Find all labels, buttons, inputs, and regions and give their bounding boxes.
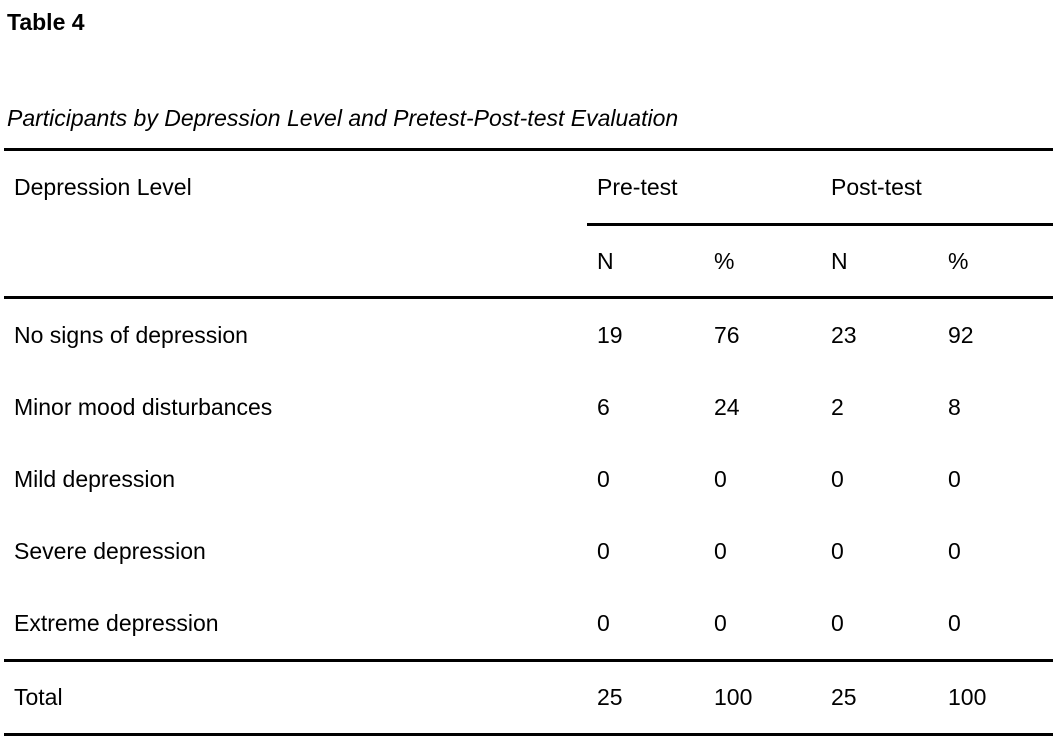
- cell-value: 0: [948, 537, 961, 564]
- table-row: Extreme depression 0 0 0 0: [4, 587, 1053, 661]
- row-label: Extreme depression: [14, 609, 219, 636]
- cell-value: 2: [831, 393, 844, 420]
- cell-value: 6: [597, 393, 610, 420]
- cell-value: 25: [587, 659, 704, 735]
- row-label: No signs of depression: [14, 321, 248, 348]
- empty-header-cell: [4, 224, 587, 299]
- cell-value: 0: [714, 609, 727, 636]
- table-row: Minor mood disturbances 6 24 2 8: [4, 371, 1053, 443]
- cell-value: 24: [714, 393, 740, 420]
- cell-value: 0: [831, 609, 844, 636]
- table-row: No signs of depression 19 76 23 92: [4, 298, 1053, 372]
- row-label: Minor mood disturbances: [14, 393, 273, 420]
- column-group-pre-test: Pre-test: [587, 149, 821, 226]
- row-label: Mild depression: [14, 465, 176, 492]
- column-group-post-test: Post-test: [821, 149, 1054, 226]
- cell-value: 0: [948, 465, 961, 492]
- row-label: Severe depression: [14, 537, 206, 564]
- cell-value: 19: [597, 321, 623, 348]
- cell-value: 0: [597, 609, 610, 636]
- column-header-pretest-n: N: [587, 224, 704, 299]
- cell-value: 8: [948, 393, 961, 420]
- table-number: Table 4: [7, 9, 85, 35]
- cell-value: 0: [831, 537, 844, 564]
- column-header-depression-level: Depression Level: [14, 174, 192, 201]
- cell-value: 0: [597, 465, 610, 492]
- cell-value: 100: [938, 659, 1054, 735]
- cell-value: 0: [831, 465, 844, 492]
- total-row: Total 25 100 25 100: [4, 659, 1054, 735]
- cell-value: 23: [831, 321, 857, 348]
- cell-value: 25: [821, 659, 938, 735]
- depression-levels-table: Depression Level Pre-test Post-test N % …: [4, 148, 1054, 736]
- table-caption: Participants by Depression Level and Pre…: [7, 105, 679, 131]
- column-header-posttest-n: N: [821, 224, 938, 299]
- table-row: Severe depression 0 0 0 0: [4, 515, 1053, 587]
- row-label: Total: [4, 659, 587, 735]
- cell-value: 0: [948, 609, 961, 636]
- column-header-pretest-percent: %: [704, 224, 821, 299]
- cell-value: 0: [597, 537, 610, 564]
- cell-value: 76: [714, 321, 740, 348]
- cell-value: 100: [704, 659, 821, 735]
- cell-value: 0: [714, 537, 727, 564]
- header-sub-row: N % N %: [4, 224, 1054, 299]
- cell-value: 0: [714, 465, 727, 492]
- table-row: Mild depression 0 0 0 0: [4, 443, 1053, 515]
- header-group-row: Depression Level Pre-test Post-test: [4, 149, 1054, 226]
- column-header-posttest-percent: %: [938, 224, 1054, 299]
- cell-value: 92: [948, 321, 974, 348]
